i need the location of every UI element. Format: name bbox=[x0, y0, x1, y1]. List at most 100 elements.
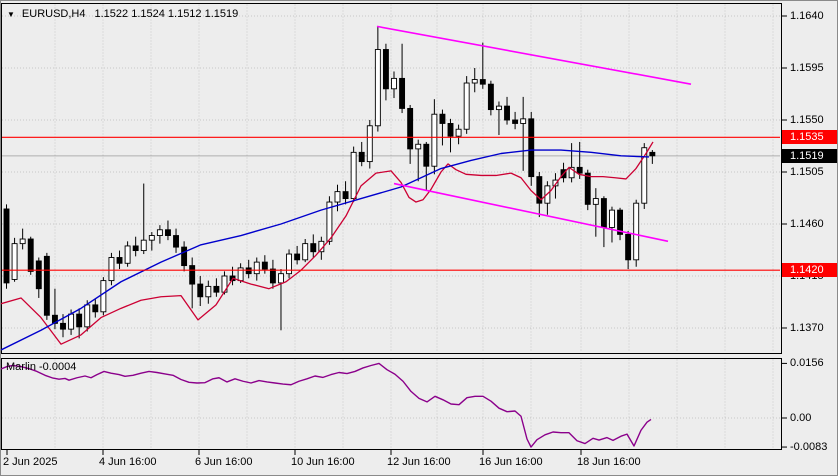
candle-bearish bbox=[181, 246, 188, 267]
candle-bearish bbox=[600, 198, 607, 228]
time-tick-label: 18 Jun 16:00 bbox=[577, 456, 641, 468]
candle-bullish bbox=[286, 253, 293, 275]
candle-bearish bbox=[43, 255, 50, 316]
price-tick-label: 1.1550 bbox=[790, 113, 824, 126]
candle-bearish bbox=[479, 79, 486, 85]
candle-bearish bbox=[310, 243, 317, 253]
candle-bearish bbox=[512, 119, 519, 124]
candle-bearish bbox=[382, 49, 389, 90]
time-tick-label: 2 Jun 2025 bbox=[3, 456, 58, 468]
candle-bearish bbox=[132, 245, 139, 252]
time-tick-label: 10 Jun 16:00 bbox=[291, 456, 355, 468]
candle-bearish bbox=[625, 233, 632, 261]
indicator-name-label: Marlin bbox=[6, 361, 36, 373]
candle-bearish bbox=[407, 107, 414, 150]
bid-price-badge: 1.1519 bbox=[782, 148, 837, 163]
candle-bullish bbox=[100, 280, 107, 313]
candle-bearish bbox=[92, 304, 99, 313]
marlin-indicator-line bbox=[1, 362, 652, 448]
candle-bearish bbox=[617, 209, 623, 235]
price-tick-label: 1.1370 bbox=[790, 321, 824, 334]
candle-bearish bbox=[399, 77, 406, 109]
candle-bearish bbox=[197, 283, 204, 298]
candle-bearish bbox=[60, 322, 66, 330]
candle-bearish bbox=[584, 172, 591, 205]
candle-bearish bbox=[423, 143, 430, 167]
candle-bullish bbox=[455, 128, 462, 137]
candle-bullish bbox=[108, 257, 115, 282]
indicator-tick-label: 0.00 bbox=[790, 412, 812, 424]
candle-bearish bbox=[261, 261, 268, 270]
candle-bullish bbox=[140, 239, 147, 252]
candle-bearish bbox=[439, 113, 446, 124]
time-tick-label: 12 Jun 16:00 bbox=[387, 456, 451, 468]
candle-bullish bbox=[592, 198, 599, 205]
candle-bullish bbox=[391, 77, 397, 90]
symbol-timeframe-label: EURUSD,H4 bbox=[21, 8, 86, 20]
price-tick-label: 1.1505 bbox=[790, 165, 824, 178]
candle-bullish bbox=[124, 245, 131, 264]
candle-bearish bbox=[116, 257, 123, 264]
trendline-lower-channel[interactable] bbox=[393, 182, 669, 243]
time-tick-label: 4 Jun 16:00 bbox=[99, 456, 157, 468]
candle-bearish bbox=[165, 229, 171, 236]
candle-bullish bbox=[568, 166, 575, 179]
indicator-header: Marlin -0.0004 bbox=[6, 361, 76, 373]
candle-bullish bbox=[431, 113, 438, 167]
candle-bearish bbox=[173, 235, 179, 248]
ohlc-quotes-label: 1.1522 1.1524 1.1512 1.1519 bbox=[94, 8, 239, 20]
candle-bullish bbox=[11, 243, 18, 280]
candle-bullish bbox=[366, 125, 373, 163]
candle-bearish bbox=[245, 267, 252, 275]
candle-bearish bbox=[213, 285, 220, 293]
candle-bullish bbox=[463, 82, 470, 130]
candle-bearish bbox=[649, 151, 656, 157]
candle-bearish bbox=[27, 238, 34, 272]
candle-bullish bbox=[496, 105, 502, 111]
candle-bullish bbox=[520, 118, 527, 124]
time-tick-label: 6 Jun 16:00 bbox=[195, 456, 253, 468]
level-price-badge-0: 1.1535 bbox=[782, 130, 837, 145]
candle-bearish bbox=[576, 166, 583, 174]
price-tick-label: 1.1640 bbox=[790, 10, 824, 22]
indicator-value-label: -0.0004 bbox=[39, 361, 77, 373]
candle-bearish bbox=[35, 260, 42, 290]
candle-bearish bbox=[342, 191, 349, 200]
candle-bearish bbox=[487, 83, 494, 111]
candle-bullish bbox=[334, 191, 341, 203]
candle-bearish bbox=[3, 208, 10, 284]
candle-bearish bbox=[269, 268, 276, 284]
ma-fast-red-line bbox=[1, 141, 654, 345]
candle-bearish bbox=[76, 313, 83, 328]
candle-bullish bbox=[19, 238, 26, 245]
symbol-header: ▼ EURUSD,H4 1.1522 1.1524 1.1512 1.1519 bbox=[7, 8, 238, 20]
price-tick-label: 1.1460 bbox=[790, 217, 824, 230]
candle-bullish bbox=[278, 273, 284, 284]
candle-bullish bbox=[609, 209, 615, 228]
candle-bearish bbox=[528, 118, 535, 178]
candle-bullish bbox=[84, 304, 91, 328]
candle-bullish bbox=[156, 229, 163, 236]
candle-bearish bbox=[358, 151, 365, 163]
candle-bullish bbox=[326, 201, 333, 242]
candle-bullish bbox=[374, 49, 381, 127]
candle-bearish bbox=[504, 105, 510, 121]
candle-bearish bbox=[294, 253, 301, 261]
candle-bullish bbox=[641, 147, 648, 204]
indicator-tick-label: 0.0156 bbox=[790, 357, 824, 370]
candle-bullish bbox=[552, 179, 559, 187]
symbol-dropdown-icon: ▼ bbox=[7, 9, 15, 19]
level-price-badge-1: 1.1420 bbox=[782, 263, 837, 278]
ma-slow-blue-line bbox=[1, 149, 650, 351]
indicator-pane[interactable] bbox=[1, 358, 782, 450]
candle-bullish bbox=[253, 261, 260, 275]
time-tick-label: 16 Jun 16:00 bbox=[479, 456, 543, 468]
indicator-tick-label: -0.0083 bbox=[790, 441, 828, 454]
candle-bearish bbox=[536, 176, 543, 204]
candle-bullish bbox=[302, 243, 309, 261]
candle-bullish bbox=[350, 151, 357, 200]
trendline-upper-channel[interactable] bbox=[376, 25, 692, 85]
candle-bullish bbox=[205, 285, 212, 298]
